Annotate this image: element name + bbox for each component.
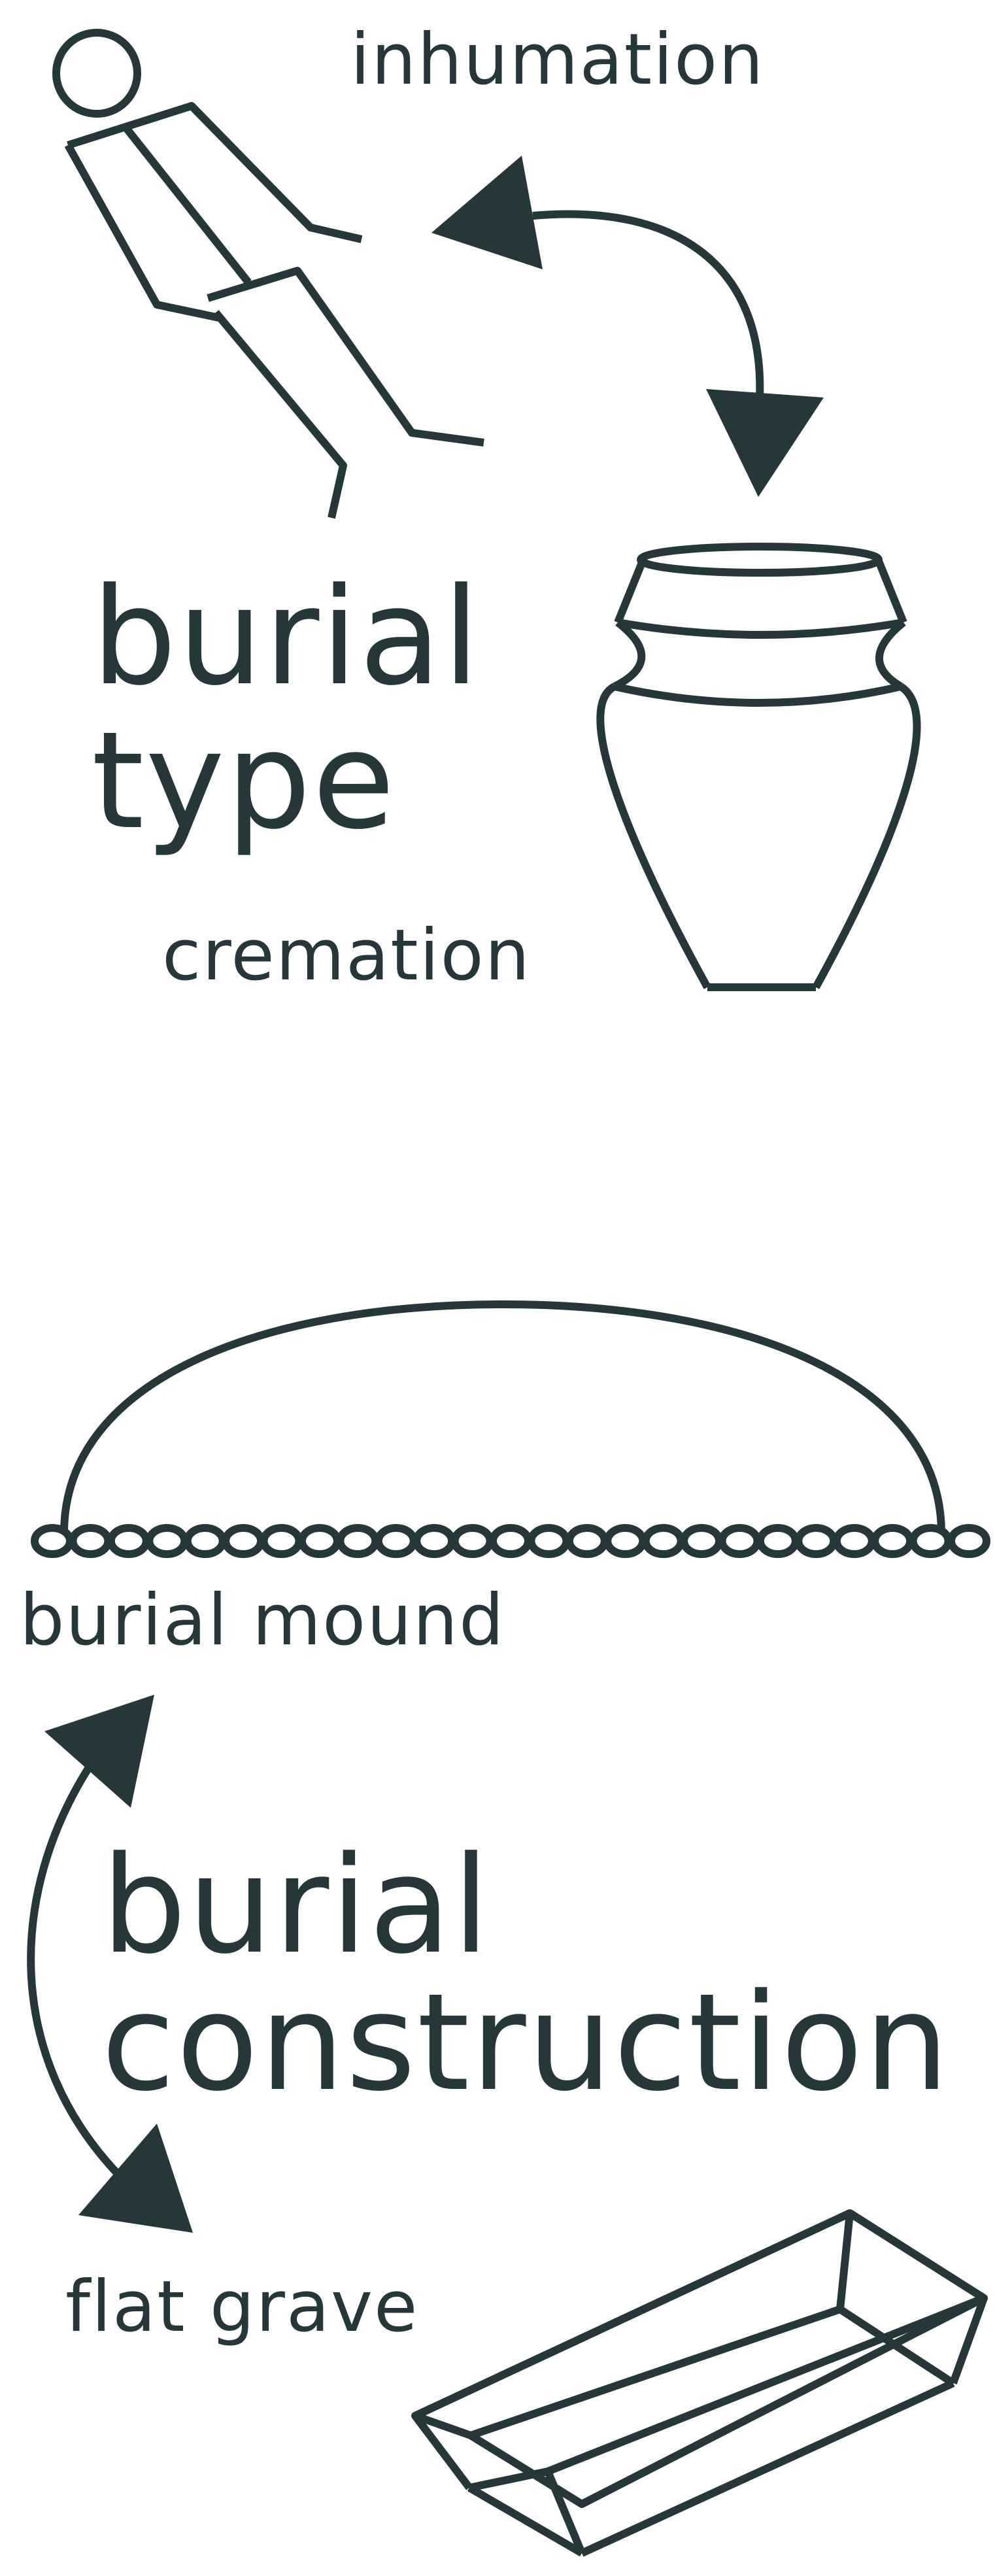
mound-stone <box>718 1524 762 1558</box>
mound-stone <box>489 1524 532 1558</box>
burial-type-heading-line1: burial <box>92 560 481 715</box>
mound-stone <box>183 1524 227 1558</box>
stick-figure-icon <box>52 29 484 519</box>
mound-stone <box>297 1524 341 1558</box>
burial-construction-heading-line1: burial <box>101 1828 491 1984</box>
mound-stone <box>871 1524 915 1558</box>
option-flat-label: flat grave <box>65 2266 418 2348</box>
mound-stone <box>794 1524 838 1558</box>
mound-stone <box>641 1524 685 1558</box>
option-mound-label: burial mound <box>20 1580 505 1661</box>
mound-stone <box>680 1524 724 1558</box>
mound-stone <box>565 1524 609 1558</box>
mound-stone <box>336 1524 380 1558</box>
mound-stone <box>909 1524 953 1558</box>
mound-stone <box>947 1524 990 1558</box>
mound-stone <box>374 1524 418 1558</box>
mound-stone <box>832 1524 876 1558</box>
cremation-urn-icon <box>596 543 921 991</box>
mound-stone <box>107 1524 150 1558</box>
mound-stone <box>31 1524 74 1558</box>
mound-stone <box>527 1524 571 1558</box>
mound-stone <box>756 1524 800 1558</box>
burial-construction-section: burial mound burial construction flat gr… <box>20 1300 990 2557</box>
option-cremation-label: cremation <box>162 915 531 996</box>
mound-stone <box>222 1524 265 1558</box>
double-arrow-icon <box>27 1695 193 2233</box>
mound-stone <box>413 1524 456 1558</box>
burial-type-heading-line2: type <box>92 703 396 859</box>
mound-stone <box>69 1524 112 1558</box>
option-inhumation-label: inhumation <box>350 19 765 101</box>
mound-stone <box>450 1524 494 1558</box>
flat-grave-icon <box>411 2209 988 2557</box>
mound-stone <box>260 1524 303 1558</box>
double-arrow-icon <box>431 156 824 497</box>
burial-construction-heading-line2: construction <box>101 1965 951 2121</box>
burial-type-section: inhumation burial type cremation <box>52 19 921 996</box>
mound-stone <box>603 1524 647 1558</box>
mound-stone <box>145 1524 189 1558</box>
burial-mound-icon <box>31 1300 990 1558</box>
